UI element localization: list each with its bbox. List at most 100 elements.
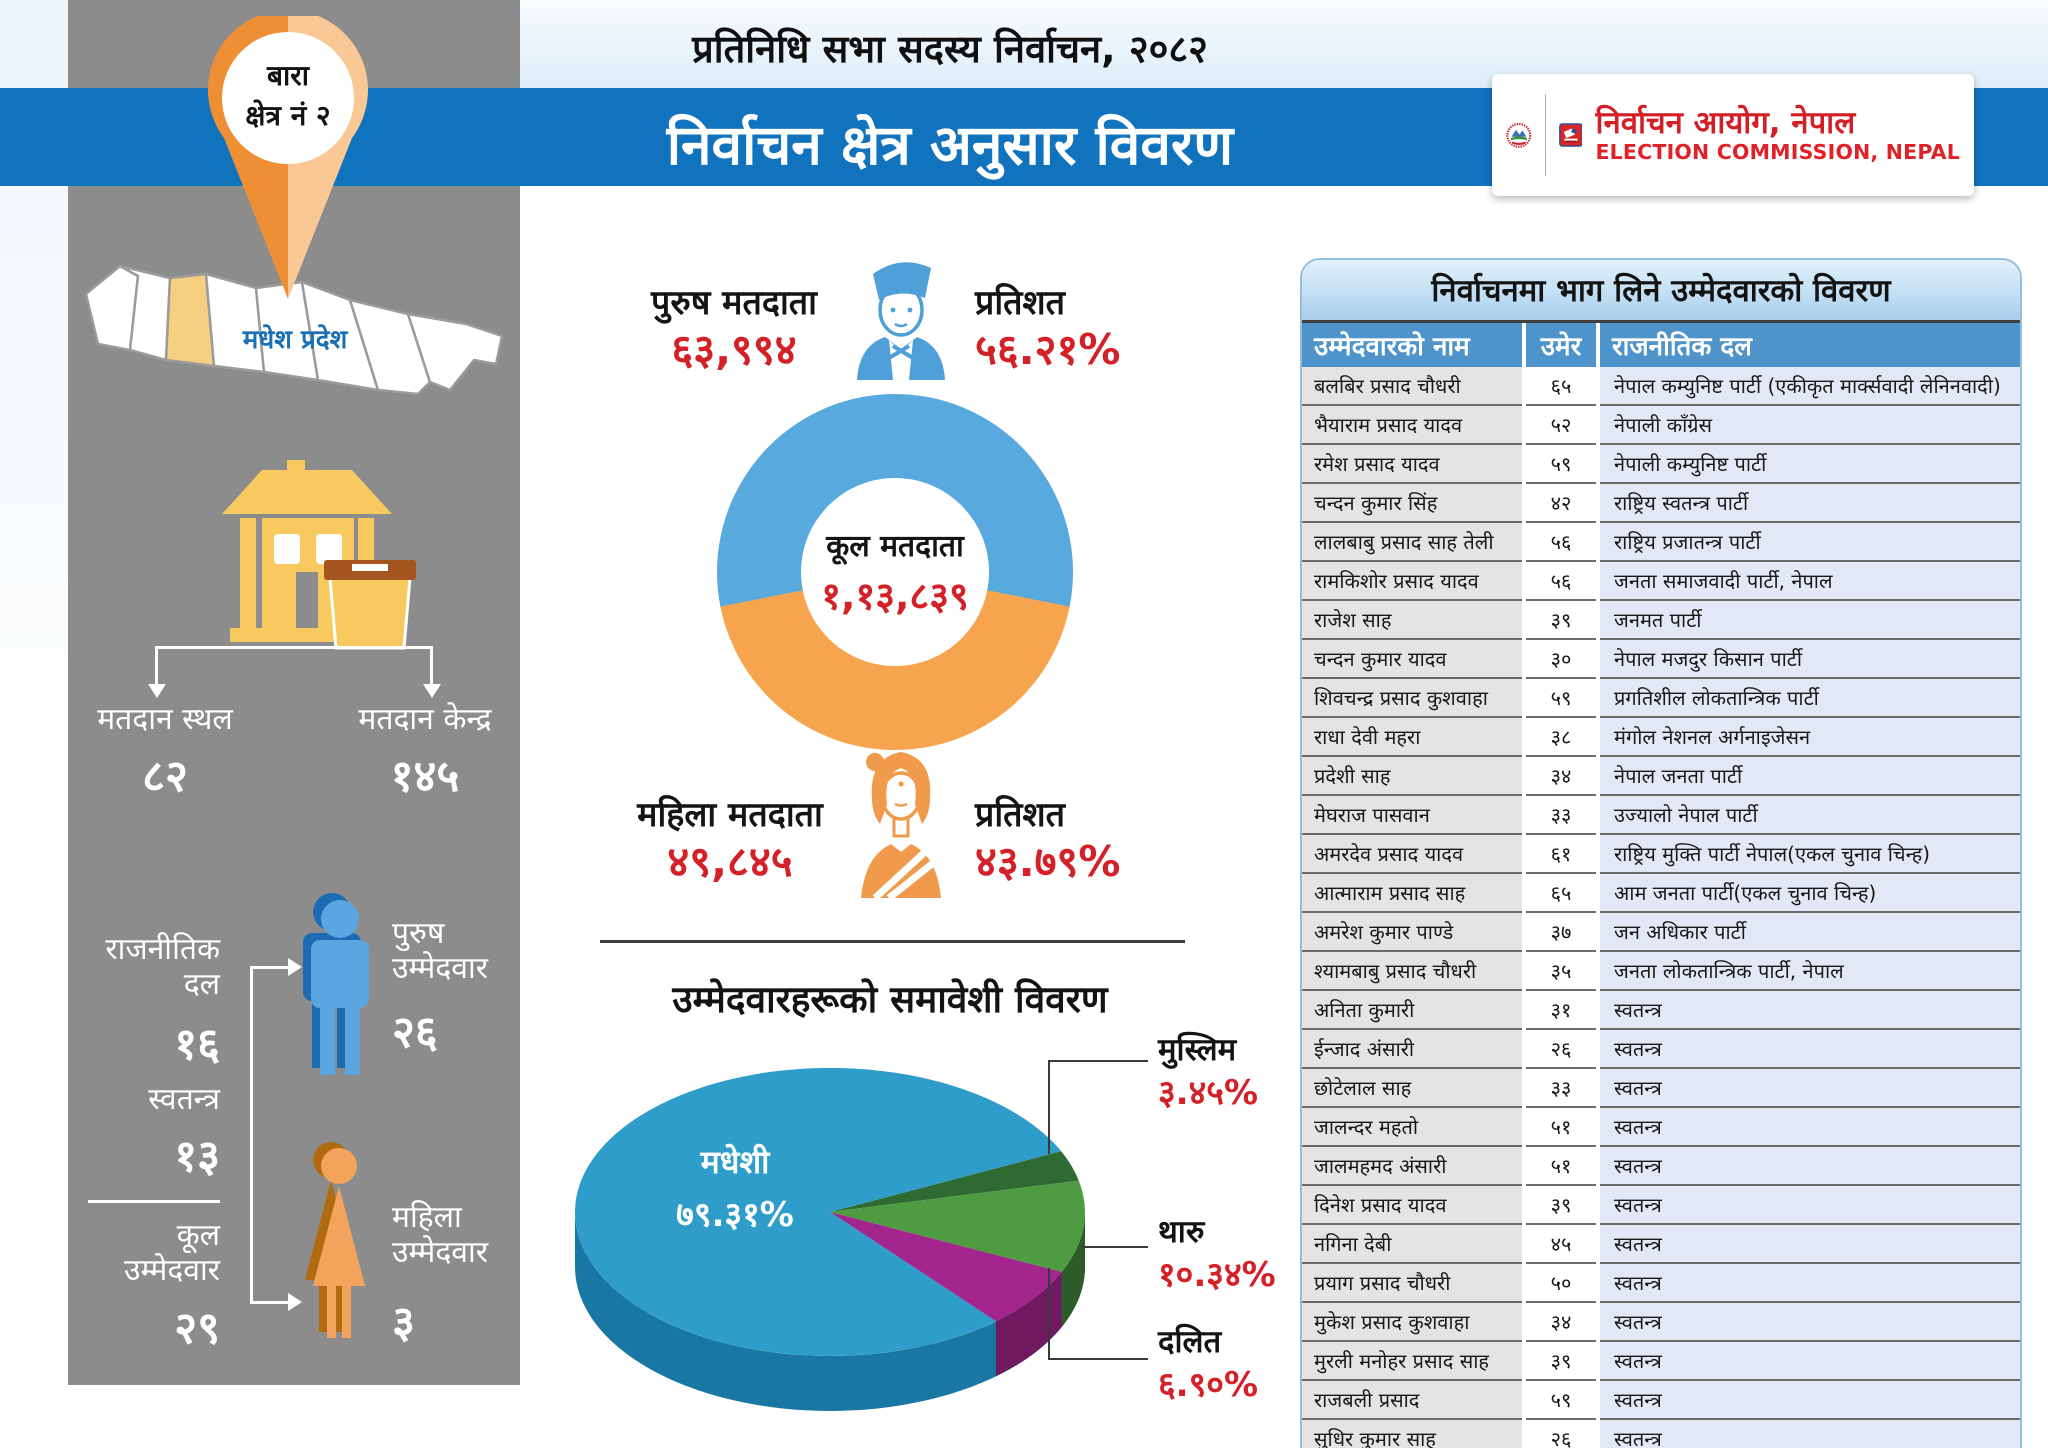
arrow-right-icon [288,958,302,976]
candidate-name: शिवचन्द्र प्रसाद कुशवाहा [1302,678,1526,717]
pie-slice-dalit [830,1212,1062,1322]
female-candidates-value: ३ [392,1297,415,1348]
table-row: दिनेश प्रसाद यादव ३९ स्वतन्त्र [1302,1185,2020,1224]
table-row: छोटेलाल साह ३३ स्वतन्त्र [1302,1068,2020,1107]
table-row: अनिता कुमारी ३१ स्वतन्त्र [1302,990,2020,1029]
dalit-callout-line [1048,1268,1050,1360]
location-pin-icon [208,16,368,299]
page-supertitle: प्रतिनिधि सभा सदस्य निर्वाचन, २०८२ [692,27,1208,71]
table-row: शिवचन्द्र प्रसाद कुशवाहा ५९ प्रगतिशील लो… [1302,678,2020,717]
muslim-callout-line [1048,1060,1050,1154]
candidate-party: जनमत पार्टी [1598,600,2020,639]
tharu-pct: १०.३४% [1158,1255,1276,1295]
candidate-age: ६१ [1524,834,1600,873]
candidate-party: स्वतन्त्र [1598,1029,2020,1068]
candidate-party: स्वतन्त्र [1598,1107,2020,1146]
candidate-age: ४२ [1524,483,1600,522]
candidate-party: स्वतन्त्र [1598,1068,2020,1107]
dalit-label: दलित [1158,1324,1222,1360]
male-voters-label: पुरुष मतदाता [651,283,817,323]
table-row: चन्दन कुमार यादव ३० नेपाल मजदुर किसान पा… [1302,639,2020,678]
candidate-age: ५२ [1524,405,1600,444]
candidate-name: भैयाराम प्रसाद यादव [1302,405,1526,444]
candidate-age: ५९ [1524,444,1600,483]
male-pct-value: ५६.२१% [975,325,1121,374]
male-candidates-label: पुरुष उम्मेदवार [392,916,488,987]
candidate-name: अमरेश कुमार पाण्डे [1302,912,1526,951]
candidate-party: स्वतन्त्र [1598,1302,2020,1341]
candidate-age: ५९ [1524,1380,1600,1419]
pie-3d-svg [574,1067,1085,1411]
candidate-age: ३४ [1524,1302,1600,1341]
table-row: आत्माराम प्रसाद साह ६५ आम जनता पार्टी(एक… [1302,873,2020,912]
candidate-party: स्वतन्त्र [1598,1146,2020,1185]
candidate-party: नेपाली कम्युनिष्ट पार्टी [1598,444,2020,483]
candidate-party: जनता लोकतान्त्रिक पार्टी, नेपाल [1598,951,2020,990]
total-voters-value: १,१३,८३९ [821,573,969,618]
dalit-pct: ६.९०% [1158,1365,1259,1405]
independent-count-value: १३ [174,1131,220,1182]
table-row: चन्दन कुमार सिंह ४२ राष्ट्रिय स्वतन्त्र … [1302,483,2020,522]
candidate-table-title: निर्वाचनमा भाग लिने उम्मेदवारको विवरण [1302,260,2020,323]
candidate-age: ३४ [1524,756,1600,795]
table-row: अमरदेव प्रसाद यादव ६१ राष्ट्रिय मुक्ति प… [1302,834,2020,873]
table-row: अमरेश कुमार पाण्डे ३७ जन अधिकार पार्टी [1302,912,2020,951]
table-row: बलबिर प्रसाद चौधरी ६५ नेपाल कम्युनिष्ट प… [1302,367,2020,405]
candidate-party: नेपाल मजदुर किसान पार्टी [1598,639,2020,678]
candidate-party: जनता समाजवादी पार्टी, नेपाल [1598,561,2020,600]
ballot-box-icon [324,560,416,650]
col-header-party: राजनीतिक दल [1598,323,2020,367]
table-row: श्यामबाबु प्रसाद चौधरी ३५ जनता लोकतान्त्… [1302,951,2020,990]
total-candidates-label: कूल उम्मेदवार [124,1218,220,1289]
candidate-party: स्वतन्त्र [1598,990,2020,1029]
total-voters-label: कूल मतदाता [826,528,964,564]
candidate-name: प्रदेशी साह [1302,756,1526,795]
candidate-name: श्यामबाबु प्रसाद चौधरी [1302,951,1526,990]
table-row: जालन्दर महतो ५१ स्वतन्त्र [1302,1107,2020,1146]
candidate-name: बलबिर प्रसाद चौधरी [1302,367,1526,405]
table-row: राजेश साह ३९ जनमत पार्टी [1302,600,2020,639]
pin-constituency-label: क्षेत्र नं २ [245,99,331,132]
table-row: राधा देवी महरा ३८ मंगोल नेशनल अर्गनाइजेस… [1302,717,2020,756]
madheshi-pct: ७९.३१% [676,1195,794,1235]
candidate-name: जालमहमद अंसारी [1302,1146,1526,1185]
province-label: मधेश प्रदेश [242,325,348,355]
logo-name-nepali: निर्वाचन आयोग, नेपाल [1595,105,1856,142]
table-header-row: उम्मेदवारको नाम उमेर राजनीतिक दल [1302,323,2020,367]
pie-slice-muslim [830,1151,1079,1212]
muslim-callout-line [1048,1060,1148,1062]
bracket-line [250,966,253,1304]
table-row: प्रदेशी साह ३४ नेपाल जनता पार्टी [1302,756,2020,795]
candidate-party: नेपाल जनता पार्टी [1598,756,2020,795]
candidate-age: ६५ [1524,873,1600,912]
party-count-label: राजनीतिक दल [105,932,220,1003]
candidate-name: राजबली प्रसाद [1302,1380,1526,1419]
candidate-name: चन्दन कुमार यादव [1302,639,1526,678]
candidate-party: नेपाली काँग्रेस [1598,405,2020,444]
candidate-party: स्वतन्त्र [1598,1263,2020,1302]
female-voter-icon [861,752,941,898]
candidate-party: राष्ट्रिय मुक्ति पार्टी नेपाल(एकल चुनाव … [1598,834,2020,873]
candidate-age: ५६ [1524,561,1600,600]
candidate-age: ३७ [1524,912,1600,951]
male-candidate-icon [303,893,369,1075]
candidate-party: राष्ट्रिय प्रजातन्त्र पार्टी [1598,522,2020,561]
male-candidates-value: २६ [392,1007,438,1058]
sum-divider [88,1200,220,1203]
table-row: नगिना देबी ४५ स्वतन्त्र [1302,1224,2020,1263]
polling-center-label: मतदान केन्द्र [358,702,492,737]
candidate-name: रामकिशोर प्रसाद यादव [1302,561,1526,600]
candidate-name: दिनेश प्रसाद यादव [1302,1185,1526,1224]
candidate-party: स्वतन्त्र [1598,1419,2020,1448]
candidate-party: स्वतन्त्र [1598,1380,2020,1419]
left-edge-strip [0,0,68,1448]
table-row: मेघराज पासवान ३३ उज्यालो नेपाल पार्टी [1302,795,2020,834]
candidate-age: ३५ [1524,951,1600,990]
polling-place-value: ८२ [142,751,188,802]
table-row: सुधिर कुमार साह २६ स्वतन्त्र [1302,1419,2020,1448]
candidate-age: ५१ [1524,1146,1600,1185]
candidate-name: ईन्जाद अंसारी [1302,1029,1526,1068]
party-count-value: १६ [174,1019,220,1070]
inclusion-pie-chart: मधेशी ७९.३१% [574,1067,1085,1413]
female-voters-value: ४९,८४५ [667,837,793,886]
